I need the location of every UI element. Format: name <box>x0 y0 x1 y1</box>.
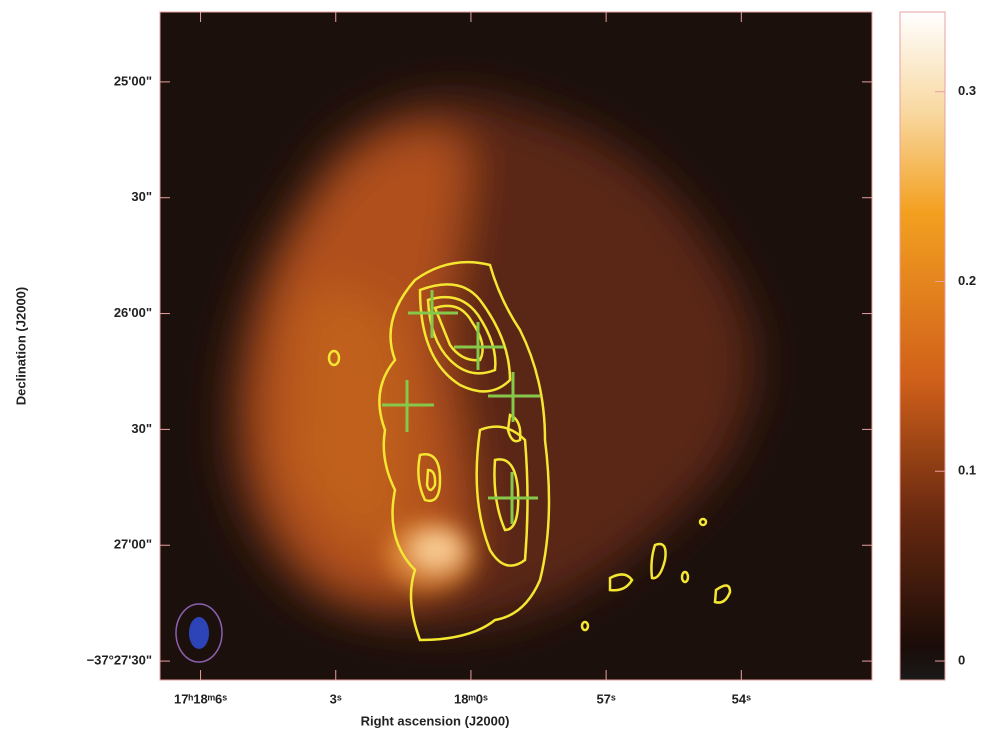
y-tick-label: 25'00" <box>114 73 152 88</box>
x-tick-label: 57ˢ <box>596 691 615 706</box>
colorbar-tick-label: 0 <box>958 652 965 667</box>
x-axis-label: Right ascension (J2000) <box>361 713 510 728</box>
x-tick-label: 18ᵐ0ˢ <box>454 691 488 706</box>
x-tick-label: 17ʰ18ᵐ6ˢ <box>174 691 227 706</box>
colorbar-tick-label: 0.1 <box>958 463 976 478</box>
colorbar-tick-label: 0.2 <box>958 273 976 288</box>
beam <box>175 603 223 663</box>
y-tick-label: 30" <box>131 421 152 436</box>
contours <box>327 260 732 642</box>
colorbar <box>899 11 946 681</box>
y-tick-label: 27'00" <box>114 537 152 552</box>
x-tick-label: 3ˢ <box>330 691 342 706</box>
y-tick-label: 26'00" <box>114 305 152 320</box>
y-axis-label: Declination (J2000) <box>13 287 28 406</box>
source-markers <box>382 290 540 524</box>
colorbar-tick-label: 0.3 <box>958 83 976 98</box>
sky-image <box>160 12 872 680</box>
y-tick-label: −37°27'30" <box>87 653 152 668</box>
x-tick-label: 54ˢ <box>732 691 751 706</box>
plot-frame <box>159 11 873 681</box>
y-tick-label: 30" <box>131 189 152 204</box>
